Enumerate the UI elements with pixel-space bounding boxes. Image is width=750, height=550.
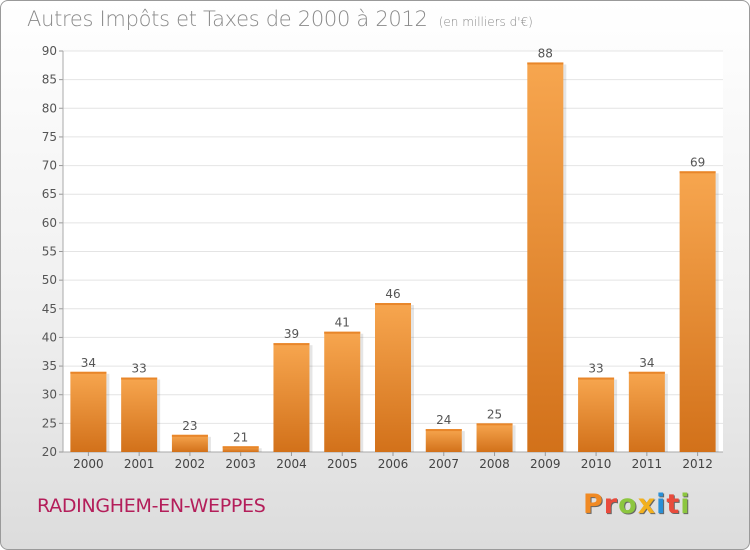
chart-unit: (en milliers d'€) bbox=[438, 15, 533, 29]
bar bbox=[425, 429, 462, 452]
y-tick-label: 55 bbox=[42, 245, 57, 259]
x-tick-label: 2005 bbox=[327, 457, 358, 471]
bar bbox=[476, 423, 513, 452]
x-tick-label: 2004 bbox=[276, 457, 307, 471]
bar bbox=[222, 446, 259, 452]
bar bbox=[324, 331, 361, 452]
y-tick-label: 20 bbox=[42, 445, 57, 459]
x-tick-label: 2007 bbox=[428, 457, 459, 471]
bar-value-label: 69 bbox=[690, 155, 705, 169]
bar-top-edge bbox=[121, 377, 158, 380]
y-tick-label: 75 bbox=[42, 130, 57, 144]
bar-value-label: 33 bbox=[588, 362, 603, 376]
bar bbox=[527, 62, 564, 452]
bar-top-edge bbox=[324, 331, 361, 334]
bar-value-label: 34 bbox=[639, 356, 654, 370]
logo-letter: o bbox=[618, 489, 638, 520]
x-tick-label: 2002 bbox=[175, 457, 206, 471]
y-tick-label: 45 bbox=[42, 302, 57, 316]
bar-value-label: 88 bbox=[538, 46, 553, 60]
bar-top-edge bbox=[375, 303, 411, 306]
bar-value-label: 34 bbox=[81, 356, 96, 370]
proxiti-logo[interactable]: Proxiti bbox=[583, 489, 691, 520]
bar bbox=[679, 171, 716, 453]
logo-letter: t bbox=[666, 489, 681, 520]
bar bbox=[171, 434, 208, 452]
y-tick-label: 65 bbox=[42, 187, 57, 201]
bar-value-label: 23 bbox=[182, 419, 197, 433]
bar-top-edge bbox=[476, 423, 513, 426]
bar-top-edge bbox=[273, 343, 310, 346]
y-tick-label: 40 bbox=[42, 330, 57, 344]
x-tick-label: 2008 bbox=[479, 457, 510, 471]
bar bbox=[628, 371, 665, 452]
bar-value-label: 39 bbox=[284, 327, 299, 341]
bar-value-label: 33 bbox=[132, 362, 147, 376]
y-tick-label: 90 bbox=[42, 44, 57, 58]
y-tick-label: 60 bbox=[42, 216, 57, 230]
bar-top-edge bbox=[679, 171, 716, 174]
x-tick-label: 2001 bbox=[124, 457, 155, 471]
x-tick-label: 2011 bbox=[632, 457, 663, 471]
logo-letter: x bbox=[637, 489, 657, 520]
x-tick-label: 2012 bbox=[682, 457, 713, 471]
y-tick-label: 80 bbox=[42, 101, 57, 115]
bar bbox=[121, 377, 158, 452]
bar bbox=[578, 377, 615, 452]
y-tick-label: 35 bbox=[42, 359, 57, 373]
x-tick-label: 2003 bbox=[225, 457, 256, 471]
x-tick-label: 2009 bbox=[530, 457, 561, 471]
chart-title-block: Autres Impôts et Taxes de 2000 à 2012 (e… bbox=[27, 7, 533, 31]
x-tick-label: 2010 bbox=[581, 457, 612, 471]
bar bbox=[375, 303, 411, 452]
y-tick-label: 30 bbox=[42, 388, 57, 402]
bar-top-edge bbox=[527, 62, 564, 65]
bar-value-label: 46 bbox=[385, 287, 400, 301]
bar-value-label: 25 bbox=[487, 407, 502, 421]
bar bbox=[273, 343, 310, 452]
bar-top-edge bbox=[222, 446, 259, 449]
y-tick-label: 85 bbox=[42, 73, 57, 87]
commune-name: RADINGHEM-EN-WEPPES bbox=[37, 495, 266, 517]
bar-top-edge bbox=[425, 429, 462, 432]
logo-letter: P bbox=[583, 489, 604, 520]
chart-title: Autres Impôts et Taxes de 2000 à 2012 bbox=[27, 7, 428, 31]
logo-letter: r bbox=[603, 489, 619, 520]
logo-letter: i bbox=[656, 489, 667, 520]
x-tick-label: 2000 bbox=[73, 457, 104, 471]
x-tick-label: 2006 bbox=[378, 457, 409, 471]
bar-top-edge bbox=[70, 371, 107, 374]
y-tick-label: 25 bbox=[42, 416, 57, 430]
logo-letter: i bbox=[680, 489, 691, 520]
bar-top-edge bbox=[628, 371, 665, 374]
bar-value-label: 41 bbox=[335, 316, 350, 330]
bar-top-edge bbox=[578, 377, 615, 380]
bar bbox=[70, 371, 107, 452]
bar-value-label: 24 bbox=[436, 413, 451, 427]
y-tick-label: 50 bbox=[42, 273, 57, 287]
y-tick-label: 70 bbox=[42, 159, 57, 173]
bar-top-edge bbox=[171, 434, 208, 437]
bar-value-label: 21 bbox=[233, 430, 248, 444]
